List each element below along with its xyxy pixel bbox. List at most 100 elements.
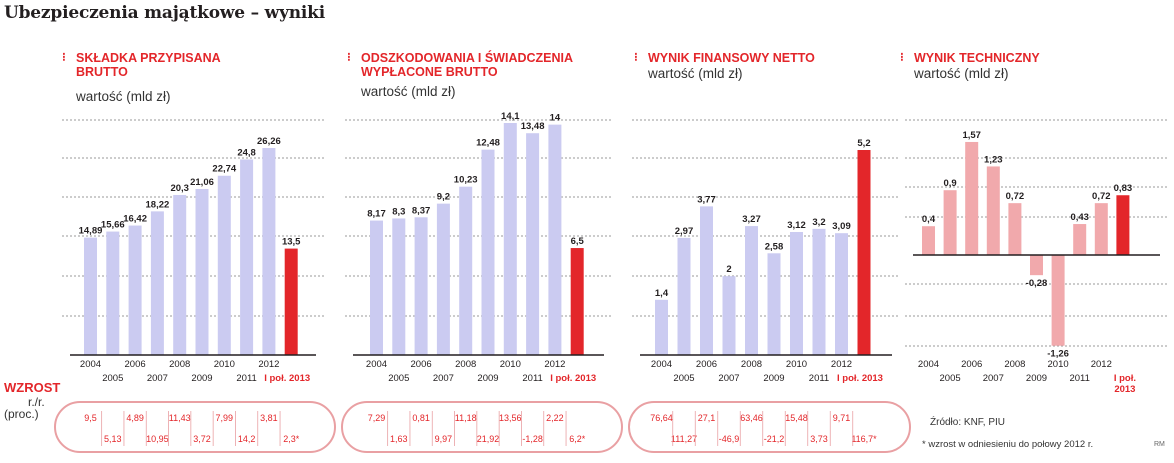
bar (217, 175, 231, 355)
tick-label: I poł. 2013 (264, 373, 310, 384)
tick-label: 2007 (718, 373, 739, 384)
growth-value: -21,2 (764, 434, 785, 444)
chart-2-title: ⁝ ODSZKODOWANIA I ŚWIADCZENIA WYPŁACONE … (347, 50, 574, 79)
tick-label: 2009 (477, 373, 498, 384)
growth-value: 3,81 (260, 413, 278, 423)
bullet-icon: ⁝ (347, 50, 351, 64)
bar (459, 186, 473, 355)
tick-label: 2009 (763, 373, 784, 384)
bar (986, 166, 1000, 255)
chart-2-subtitle: wartość (mld zł) (361, 84, 456, 99)
tick-label: 2004 (366, 359, 387, 370)
chart-2-title-line-2: WYPŁACONE BRUTTO (361, 65, 498, 79)
growth-value: 2,3* (283, 434, 300, 444)
tick-label: I poł. 2013 (837, 373, 883, 384)
tick-label: 2012 (258, 359, 279, 370)
tick-label: 2006 (411, 359, 432, 370)
bar (570, 248, 584, 355)
bar (1030, 255, 1043, 276)
bar-value-label: 26,26 (257, 136, 281, 147)
bar (700, 206, 713, 355)
growth-value: 3,73 (810, 434, 828, 444)
bar (677, 237, 691, 355)
growth-pill-2 (341, 401, 623, 453)
growth-sub-yoy: r./r. (28, 395, 45, 409)
bar-value-label: -1,26 (1047, 349, 1069, 360)
growth-value: 10,95 (146, 434, 169, 444)
bar (548, 124, 562, 356)
tick-label: 2004 (651, 359, 672, 370)
growth-value: 11,18 (455, 413, 477, 423)
bar (128, 225, 142, 355)
growth-value: 76,64 (650, 413, 673, 423)
tick-label: 2005 (102, 373, 123, 384)
growth-value: 116,7* (851, 434, 877, 444)
bar (195, 188, 209, 355)
growth-value: 9,5 (84, 413, 97, 423)
chart-3-title: ⁝ WYNIK FINANSOWY NETTO (634, 50, 815, 65)
bar (84, 237, 97, 355)
tick-label: 2005 (673, 373, 694, 384)
bar-value-label: 22,74 (212, 164, 236, 175)
growth-value: 5,13 (104, 434, 122, 444)
growth-value: 2,22 (546, 413, 564, 423)
bar-value-label: 8,17 (367, 209, 386, 220)
chart-1-title-line-2: BRUTTO (76, 65, 128, 79)
growth-value: 111,27 (671, 434, 697, 444)
bullet-icon: ⁝ (900, 50, 904, 64)
bar-value-label: 0,72 (1006, 191, 1025, 202)
tick-label: 2008 (741, 359, 762, 370)
tick-label: 2012 (544, 359, 565, 370)
growth-value: 13,56 (499, 413, 522, 423)
chart-4-subtitle: wartość (mld zł) (914, 66, 1009, 81)
bar-value-label: 2 (726, 264, 731, 275)
tick-label: 2006 (961, 359, 982, 370)
growth-value: 0,81 (412, 413, 430, 423)
bar-value-label: 15,66 (101, 220, 125, 231)
chart-3-subtitle: wartość (mld zł) (648, 66, 743, 81)
bar-value-label: 20,3 (170, 183, 189, 194)
page-title: Ubezpieczenia majątkowe – wyniki (4, 3, 326, 23)
growth-value: 9,97 (435, 434, 453, 444)
bar-value-label: 0,43 (1070, 212, 1089, 223)
tick-label: 2008 (169, 359, 190, 370)
bar (173, 194, 187, 355)
bar-value-label: 12,48 (476, 138, 500, 149)
bar-value-label: 0,9 (943, 178, 956, 189)
chart-3-title-line-1: WYNIK FINANSOWY NETTO (648, 51, 815, 65)
growth-value: 4,89 (126, 413, 144, 423)
bullet-icon: ⁝ (634, 50, 638, 64)
bar-value-label: 21,06 (190, 177, 214, 188)
footnote: * wzrost w odniesieniu do połowy 2012 r. (922, 439, 1094, 450)
growth-value: -1,28 (522, 434, 543, 444)
growth-value: 3,72 (193, 434, 211, 444)
growth-value: 9,71 (833, 413, 851, 423)
bar-value-label: 3,12 (787, 220, 806, 231)
bar (1094, 203, 1108, 255)
bar-value-label: 14,1 (501, 111, 520, 122)
tick-label: 2012 (831, 359, 852, 370)
chart-2-title-line-1: ODSZKODOWANIA I ŚWIADCZENIA (361, 51, 574, 65)
growth-value: 63,46 (740, 413, 763, 423)
tick-label: I poł. 2013 (550, 373, 596, 384)
bar-value-label: 3,27 (742, 214, 761, 225)
bar-value-label: 8,37 (412, 205, 431, 216)
growth-value: -46,9 (719, 434, 740, 444)
growth-value: 7,99 (216, 413, 234, 423)
growth-value: 14,2 (238, 434, 256, 444)
bar (414, 217, 428, 355)
tick-label: I poł. (1114, 373, 1136, 384)
bar (392, 218, 406, 355)
chart-4-title: ⁝ WYNIK TECHNICZNY (900, 50, 1040, 65)
chart-1-title: ⁝ SKŁADKA PRZYPISANA BRUTTO (62, 50, 221, 79)
growth-label: WZROST (4, 380, 61, 395)
tick-label: 2009 (1026, 373, 1047, 384)
source-note: Źródło: KNF, PIU (930, 417, 1006, 428)
bar-value-label: 16,42 (123, 214, 147, 225)
bar (526, 133, 540, 355)
bar-value-label: 18,22 (146, 199, 170, 210)
tick-label: 2005 (388, 373, 409, 384)
bar (922, 226, 935, 255)
bar (812, 228, 826, 355)
bar-value-label: 3,2 (812, 217, 825, 228)
